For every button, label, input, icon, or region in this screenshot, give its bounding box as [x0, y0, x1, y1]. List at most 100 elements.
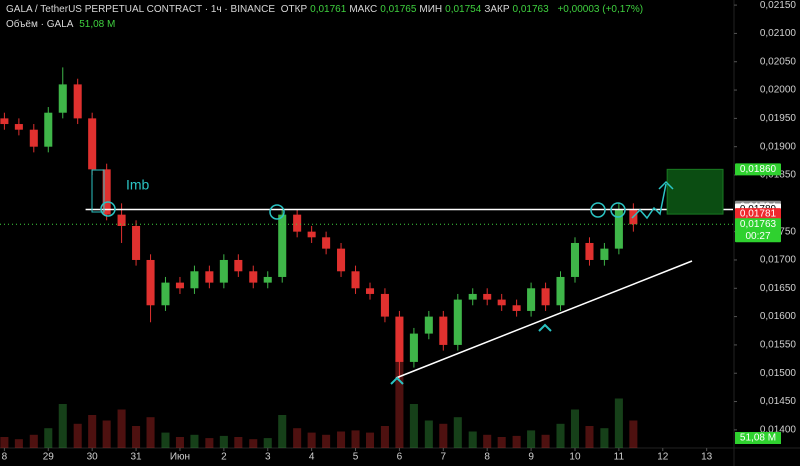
- candle-body: [249, 271, 258, 283]
- projection: [631, 183, 667, 220]
- volume-bar: [88, 415, 97, 448]
- candle-body: [337, 248, 346, 272]
- up-marker: [538, 323, 552, 332]
- x-tick-label: 8: [2, 452, 8, 463]
- candle-body: [351, 271, 360, 289]
- candle-body: [14, 124, 23, 130]
- volume-bar: [249, 439, 258, 448]
- volume-bar: [132, 426, 141, 448]
- volume-bar: [190, 434, 199, 448]
- candle-body: [614, 208, 623, 249]
- y-tick-label: 0,02100: [760, 28, 797, 39]
- y-tick-label: 0,01950: [760, 113, 797, 124]
- candle-body: [497, 299, 506, 306]
- volume-bar: [409, 404, 418, 448]
- trend-line: [395, 260, 693, 379]
- ohlc-name: МАКС: [349, 4, 378, 15]
- volume-bar: [483, 434, 492, 448]
- candle-body: [234, 259, 243, 272]
- y-tick-label: 0,01500: [760, 368, 797, 379]
- volume-bar: [556, 423, 565, 448]
- x-tick-label: 30: [87, 452, 99, 463]
- candle-body: [541, 288, 550, 306]
- candle-body: [556, 276, 565, 306]
- touch-circle: [100, 201, 116, 217]
- volume-bar: [395, 360, 404, 448]
- volume-bar: [365, 432, 375, 448]
- ohlc-value: 0,01763: [512, 4, 549, 15]
- y-tick-label: 0,01700: [760, 255, 797, 266]
- ohlc-name: МИН: [419, 4, 443, 15]
- volume-bar: [293, 428, 302, 448]
- volume-bar: [600, 428, 609, 448]
- price-label-box: [735, 218, 781, 243]
- ohlc-value: 0,01754: [445, 4, 482, 15]
- x-tick-label: 6: [397, 452, 403, 463]
- y-tick-label: 0,02000: [760, 85, 797, 96]
- y-tick-label: 0,01600: [760, 311, 797, 322]
- volume-bar: [58, 404, 67, 448]
- volume-bar: [161, 432, 170, 448]
- volume-title: Объём · GALA: [6, 19, 74, 30]
- candle-body: [424, 316, 433, 334]
- candle-body: [132, 225, 141, 260]
- x-tick-label: 7: [441, 452, 447, 463]
- candle-body: [29, 129, 38, 147]
- x-tick-label: 2: [221, 452, 227, 463]
- volume-bar: [29, 434, 38, 448]
- candle-body: [365, 288, 375, 294]
- touch-circle: [590, 202, 606, 218]
- volume-bar: [44, 428, 53, 448]
- candle-body: [278, 214, 287, 277]
- change: +0,00003 (+0,17%): [557, 4, 644, 15]
- x-tick-label: 4: [309, 452, 315, 463]
- volume-bar: [322, 434, 331, 448]
- y-tick-label: 0,01900: [760, 141, 797, 152]
- candle-body: [0, 118, 9, 125]
- volume-bar: [380, 426, 389, 448]
- volume-bar: [234, 437, 243, 448]
- symbol-title: GALA / TetherUS PERPETUAL CONTRACT · 1ч …: [6, 4, 275, 15]
- price-label: 0,01763: [740, 219, 777, 230]
- y-tick-label: 0,02050: [760, 56, 797, 67]
- ohlc-value: 0,01765: [380, 4, 417, 15]
- x-tick-label: 11: [614, 452, 625, 463]
- x-tick-label: 13: [701, 452, 713, 463]
- candle-body: [102, 169, 111, 215]
- x-tick-label: 31: [131, 452, 143, 463]
- volume-bar: [453, 417, 462, 448]
- candle-body: [175, 282, 184, 289]
- volume-axis-label: 51,08 M: [740, 433, 776, 444]
- volume-bar: [146, 417, 155, 448]
- x-tick-label: 5: [353, 452, 359, 463]
- y-tick-label: 0,01550: [760, 340, 797, 351]
- candle-body: [322, 237, 331, 249]
- volume-bar: [585, 426, 594, 448]
- volume-bar: [102, 420, 111, 448]
- projection-arrow: [658, 180, 674, 190]
- candle-body: [453, 299, 462, 345]
- volume-bar: [424, 420, 433, 448]
- volume-bar: [439, 423, 448, 448]
- touch-circle: [610, 202, 626, 218]
- volume-bar: [351, 430, 360, 448]
- volume-bar: [175, 437, 184, 448]
- candle-body: [512, 305, 521, 311]
- candle-body: [395, 316, 404, 362]
- up-marker: [390, 376, 404, 385]
- countdown: 00:27: [745, 231, 770, 242]
- imb-box: [91, 169, 105, 213]
- volume-bar: [307, 432, 316, 448]
- candle-body: [527, 288, 536, 311]
- candle-body: [307, 231, 316, 238]
- volume-bar: [0, 437, 9, 448]
- annotation: Imb: [126, 177, 150, 193]
- volume-bar: [527, 430, 536, 448]
- volume-bar: [614, 398, 623, 448]
- target-box: [666, 168, 724, 215]
- x-tick-label: 8: [484, 452, 490, 463]
- y-tick-label: 0,02150: [760, 0, 797, 11]
- candle-body: [380, 293, 389, 317]
- volume-value: 51,08 M: [79, 19, 116, 30]
